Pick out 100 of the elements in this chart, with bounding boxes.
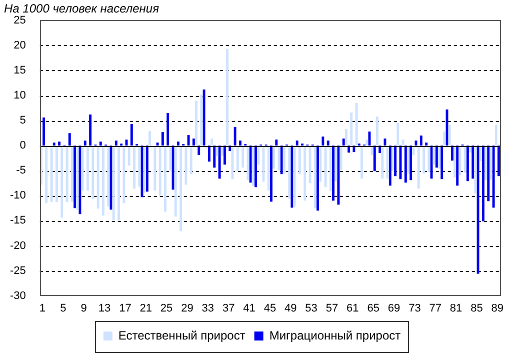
bar xyxy=(298,146,301,174)
bar xyxy=(316,146,319,211)
bar xyxy=(234,127,236,146)
bar xyxy=(146,146,148,192)
y-tick-label: 15 xyxy=(14,64,26,77)
bar xyxy=(466,146,469,182)
bar xyxy=(169,146,172,171)
bar xyxy=(282,146,286,174)
bar xyxy=(96,146,100,209)
bar xyxy=(407,146,410,174)
bar xyxy=(76,146,79,210)
bar xyxy=(133,146,136,189)
bar xyxy=(360,146,363,179)
bar xyxy=(161,132,164,146)
bar xyxy=(440,146,444,180)
bar xyxy=(402,140,404,146)
bar xyxy=(122,146,126,204)
y-tick-label: 5 xyxy=(20,114,26,127)
bar xyxy=(148,131,151,146)
bar xyxy=(92,146,94,200)
x-tick-label: 33 xyxy=(202,302,214,314)
bar xyxy=(112,146,115,220)
bar xyxy=(187,135,190,146)
bar xyxy=(296,140,298,146)
bar xyxy=(412,146,415,156)
bar xyxy=(158,146,162,196)
bar xyxy=(184,146,188,185)
bar xyxy=(472,146,474,179)
bar xyxy=(476,146,480,274)
bar xyxy=(66,146,68,202)
bar xyxy=(238,140,242,146)
x-tick-label: 89 xyxy=(491,302,504,314)
x-tick-label: 17 xyxy=(119,302,132,314)
bar xyxy=(216,146,218,156)
bar xyxy=(366,140,368,146)
bar xyxy=(432,146,436,165)
bar xyxy=(384,138,386,146)
bar xyxy=(275,140,278,146)
x-tick-label: 73 xyxy=(408,302,421,314)
bar xyxy=(420,136,422,146)
bar xyxy=(70,146,74,202)
x-tick-label: 57 xyxy=(326,302,338,314)
bar xyxy=(417,146,420,189)
bar xyxy=(350,112,353,146)
x-tick-label: 25 xyxy=(160,302,173,314)
bar xyxy=(454,146,456,178)
bar xyxy=(200,94,203,146)
bar xyxy=(242,146,244,168)
bar xyxy=(78,146,82,214)
bar xyxy=(484,146,488,180)
bar xyxy=(290,146,294,208)
y-tick-label: 0 xyxy=(20,140,26,152)
bar xyxy=(89,114,92,146)
y-tick-label: -15 xyxy=(10,214,26,227)
bar xyxy=(272,146,276,169)
x-tick-label: 69 xyxy=(388,302,400,314)
bar xyxy=(220,146,224,156)
bar xyxy=(368,132,371,146)
y-tick-label: 10 xyxy=(14,90,26,102)
y-tick-label: -20 xyxy=(10,240,26,252)
bar xyxy=(252,146,254,186)
bar xyxy=(99,142,102,146)
bar xyxy=(340,146,342,171)
bar xyxy=(376,116,378,146)
bar xyxy=(450,146,454,161)
bar xyxy=(86,146,89,191)
legend-label: Миграционный прирост xyxy=(269,328,402,342)
bar xyxy=(425,142,428,146)
bar xyxy=(326,140,330,146)
bar xyxy=(190,146,192,174)
bar xyxy=(42,118,46,146)
bar xyxy=(130,124,133,146)
bar xyxy=(448,125,451,146)
y-tick-label: -30 xyxy=(10,290,26,302)
x-tick-label: 77 xyxy=(429,302,442,314)
bar xyxy=(438,146,440,169)
x-tick-label: 21 xyxy=(140,302,152,314)
x-tick-label: 45 xyxy=(264,302,276,314)
bar xyxy=(114,140,118,146)
bar xyxy=(55,146,58,202)
bar xyxy=(337,146,340,205)
bar xyxy=(81,146,84,191)
bar xyxy=(102,146,104,216)
bar xyxy=(288,146,291,199)
bar xyxy=(388,146,392,186)
bar xyxy=(270,146,272,202)
bar xyxy=(322,136,324,146)
bar xyxy=(45,146,48,204)
bar xyxy=(254,146,257,188)
bar xyxy=(213,146,216,168)
bar xyxy=(458,146,462,176)
bar xyxy=(128,146,130,166)
bar xyxy=(443,132,446,146)
bar xyxy=(218,146,221,179)
chart-title: На 1000 человек населения xyxy=(4,2,160,16)
bar xyxy=(392,146,394,171)
bar xyxy=(394,146,397,176)
x-tick-label: 65 xyxy=(367,302,380,314)
x-tick-label: 85 xyxy=(470,302,483,314)
bar xyxy=(332,146,335,201)
